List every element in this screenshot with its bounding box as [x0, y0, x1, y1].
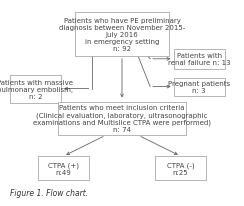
FancyBboxPatch shape	[75, 13, 169, 56]
Text: Patients who meet inclusion criteria
(Clinical evaluation, laboratory, ultrasono: Patients who meet inclusion criteria (Cl…	[33, 105, 211, 133]
FancyBboxPatch shape	[58, 102, 186, 136]
Text: Figure 1. Flow chart.: Figure 1. Flow chart.	[10, 188, 88, 197]
Text: CTPA (+)
n:49: CTPA (+) n:49	[48, 162, 79, 175]
FancyBboxPatch shape	[173, 50, 225, 69]
Text: Patients who have PE preliminary
diagnosis between November 2015-
July 2016
in e: Patients who have PE preliminary diagnos…	[59, 18, 185, 52]
FancyBboxPatch shape	[173, 78, 225, 96]
Text: CTPA (-)
n:25: CTPA (-) n:25	[167, 162, 194, 175]
FancyBboxPatch shape	[38, 156, 89, 180]
FancyBboxPatch shape	[155, 156, 206, 180]
Text: Patients with
renal failure n: 13: Patients with renal failure n: 13	[168, 53, 231, 66]
Text: Patients with massive
pulmonary embolism,
n: 2: Patients with massive pulmonary embolism…	[0, 79, 73, 99]
Text: Pregnant patients
n: 3: Pregnant patients n: 3	[168, 81, 230, 94]
FancyBboxPatch shape	[10, 75, 61, 103]
